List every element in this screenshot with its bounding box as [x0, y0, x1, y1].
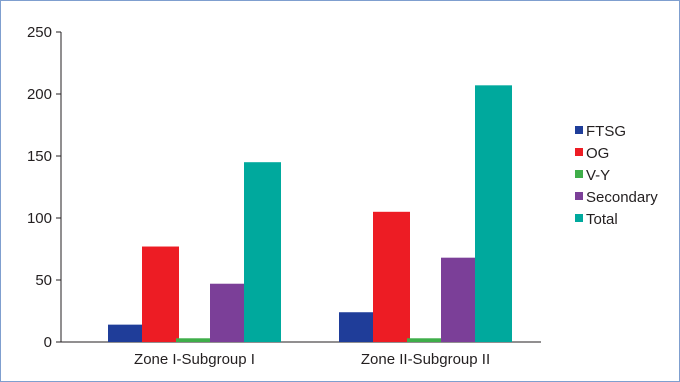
- bar-og: [142, 246, 179, 342]
- legend: FTSG OG V-Y Secondary Total: [575, 123, 658, 228]
- bar-v-y: [176, 338, 213, 342]
- y-tick-label: 0: [44, 334, 52, 351]
- legend-label: Secondary: [586, 189, 658, 206]
- y-ticks: 0 50 100 150 200 250: [27, 24, 61, 351]
- category-labels: Zone I-Subgroup I Zone II-Subgroup II: [134, 351, 490, 368]
- y-tick-label: 200: [27, 86, 52, 103]
- legend-swatch: [575, 126, 583, 134]
- bar-total: [244, 162, 281, 342]
- x-category-label: Zone I-Subgroup I: [134, 351, 255, 368]
- bar-ftsg: [108, 324, 145, 342]
- legend-swatch: [575, 192, 583, 200]
- bar-v-y: [407, 338, 444, 342]
- legend-swatch: [575, 148, 583, 156]
- legend-label: FTSG: [586, 123, 626, 140]
- legend-swatch: [575, 170, 583, 178]
- bars: [108, 85, 512, 342]
- bar-og: [373, 211, 410, 342]
- bar-secondary: [210, 283, 247, 342]
- legend-label: OG: [586, 145, 609, 162]
- legend-swatch: [575, 214, 583, 222]
- y-tick-label: 50: [35, 272, 52, 289]
- bar-secondary: [441, 257, 478, 342]
- y-tick-label: 100: [27, 210, 52, 227]
- legend-label: Total: [586, 211, 618, 228]
- x-category-label: Zone II-Subgroup II: [361, 351, 490, 368]
- y-tick-label: 150: [27, 148, 52, 165]
- y-tick-label: 250: [27, 24, 52, 41]
- bar-total: [475, 85, 512, 342]
- bar-ftsg: [339, 312, 376, 342]
- legend-label: V-Y: [586, 167, 610, 184]
